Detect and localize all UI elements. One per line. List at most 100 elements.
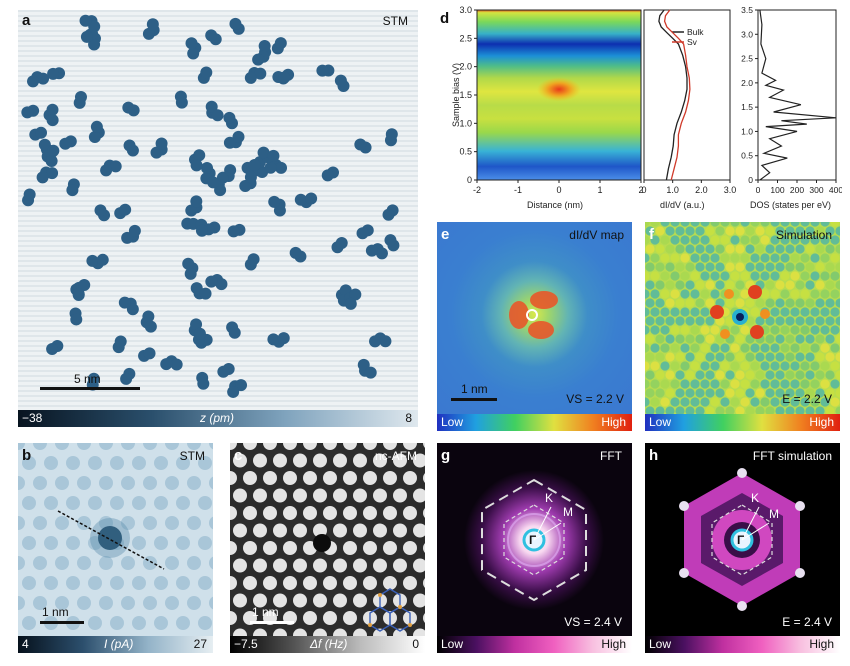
defect-dot bbox=[258, 39, 271, 52]
defect-dot bbox=[289, 246, 302, 259]
defect-dot bbox=[200, 162, 213, 175]
defect-dot bbox=[227, 225, 240, 238]
panel-f-colorbar: Low High bbox=[645, 414, 840, 431]
panel-f-cbar-low: Low bbox=[649, 415, 672, 429]
panel-e-tag: dI/dV map bbox=[569, 228, 624, 242]
panel-h-gamma-label: Γ bbox=[737, 533, 745, 547]
panel-f-image bbox=[645, 222, 840, 414]
defect-dot bbox=[21, 106, 34, 119]
defect-dot bbox=[45, 155, 58, 168]
defect-dot bbox=[185, 37, 198, 50]
defect-dot bbox=[207, 176, 220, 189]
defect-dot bbox=[354, 138, 367, 151]
panel-g-image bbox=[464, 470, 604, 610]
panel-a-cbar-min: −38 bbox=[22, 411, 43, 425]
panel-b-scalebar bbox=[40, 621, 84, 624]
heatmap-xtick: -1 bbox=[514, 185, 522, 195]
panel-e-cbar-high: High bbox=[601, 415, 626, 429]
defect-dot bbox=[369, 335, 382, 348]
defect-dot bbox=[144, 320, 157, 333]
didv-xtick: 3.0 bbox=[724, 185, 737, 195]
defect-dot bbox=[193, 149, 206, 162]
panel-a-stm-image: a STM 5 nm bbox=[18, 10, 418, 410]
defect-dot bbox=[46, 342, 59, 355]
heatmap-ytick: 0 bbox=[467, 175, 472, 185]
panel-f-tag: Simulation bbox=[775, 228, 832, 242]
defect-dot bbox=[264, 161, 277, 174]
defect-dot bbox=[321, 169, 334, 182]
panel-a-colorbar: −38 z (pm) 8 bbox=[18, 410, 418, 427]
panel-c-label: c bbox=[234, 447, 243, 464]
dos-ytick: 0 bbox=[748, 175, 753, 185]
defect-dot bbox=[78, 279, 91, 292]
dos-xtick: 200 bbox=[790, 185, 804, 195]
defect-dot bbox=[46, 103, 59, 116]
panel-e-cbar-low: Low bbox=[441, 415, 464, 429]
panel-c-cbar-mid: Δf (Hz) bbox=[310, 637, 348, 651]
defect-dot bbox=[59, 137, 72, 150]
panel-f-simulation: f Simulation E = 2.2 V bbox=[645, 222, 840, 414]
defect-dot bbox=[228, 326, 241, 339]
panel-f-label: f bbox=[649, 226, 654, 243]
panel-h-tag: FFT simulation bbox=[752, 449, 832, 463]
defect-dot bbox=[274, 37, 287, 50]
defect-dot bbox=[235, 379, 248, 392]
panel-e-image bbox=[509, 291, 558, 339]
defect-dot bbox=[375, 247, 388, 260]
dos-xtick: 300 bbox=[809, 185, 823, 195]
defect-dot bbox=[88, 131, 101, 144]
defect-dot bbox=[239, 179, 252, 192]
defect-dot bbox=[214, 184, 227, 197]
panel-b-stm-image: b STM 1 nm bbox=[18, 443, 213, 636]
defect-dot bbox=[205, 275, 218, 288]
defect-dot bbox=[357, 358, 370, 371]
defect-dot bbox=[268, 195, 281, 208]
defect-dot bbox=[379, 335, 392, 348]
panel-b-cbar-mid: I (pA) bbox=[104, 637, 134, 651]
panel-g-k-label: K bbox=[545, 491, 554, 505]
defect-dot bbox=[142, 310, 155, 323]
panel-b-cbar-min: 4 bbox=[22, 637, 29, 651]
defect-dot bbox=[120, 372, 133, 385]
defect-dot bbox=[211, 109, 224, 122]
heatmap-xtick: 1 bbox=[597, 185, 602, 195]
defect-dot bbox=[150, 146, 163, 159]
panel-c-colorbar: −7.5 Δf (Hz) 0 bbox=[230, 636, 425, 653]
defect-dot bbox=[123, 139, 136, 152]
defect-dot bbox=[47, 67, 60, 80]
defect-dot bbox=[267, 333, 280, 346]
defect-dot bbox=[190, 159, 203, 172]
defect-dot bbox=[257, 146, 270, 159]
heatmap-ytick: 3.0 bbox=[459, 5, 472, 15]
didv-xtick: 2.0 bbox=[695, 185, 708, 195]
defect-dot bbox=[46, 114, 59, 127]
defect-dot bbox=[190, 318, 203, 331]
panel-d-xlabel-dos: DOS (states per eV) bbox=[750, 200, 832, 210]
panel-g-label: g bbox=[441, 447, 451, 464]
defect-dot bbox=[127, 104, 140, 117]
panel-h-k-label: K bbox=[751, 491, 760, 505]
defect-dot bbox=[232, 130, 245, 143]
defect-dot bbox=[119, 203, 132, 216]
defect-dot bbox=[190, 195, 203, 208]
defect-dot bbox=[335, 237, 348, 250]
defect-dot bbox=[70, 313, 83, 326]
dos-ytick: 2.5 bbox=[741, 54, 753, 64]
dos-ytick: 3.5 bbox=[741, 5, 753, 15]
dos-series bbox=[759, 9, 837, 181]
heatmap-hotspot bbox=[537, 77, 581, 102]
defect-dot bbox=[126, 303, 139, 316]
defect-dot bbox=[205, 100, 218, 113]
defect-dot bbox=[38, 138, 51, 151]
defect-dot bbox=[74, 90, 87, 103]
panel-g-m-label: M bbox=[563, 505, 573, 519]
defect-dot bbox=[227, 385, 240, 398]
defect-dot bbox=[170, 358, 183, 371]
dos-ytick: 1.5 bbox=[741, 102, 753, 112]
defect-dot bbox=[142, 27, 155, 40]
defect-dot bbox=[195, 224, 208, 237]
panel-h-cbar-high: High bbox=[809, 637, 834, 651]
didv-series-bulk bbox=[658, 9, 688, 181]
defect-dot bbox=[365, 244, 378, 257]
panel-b-image bbox=[18, 443, 213, 630]
